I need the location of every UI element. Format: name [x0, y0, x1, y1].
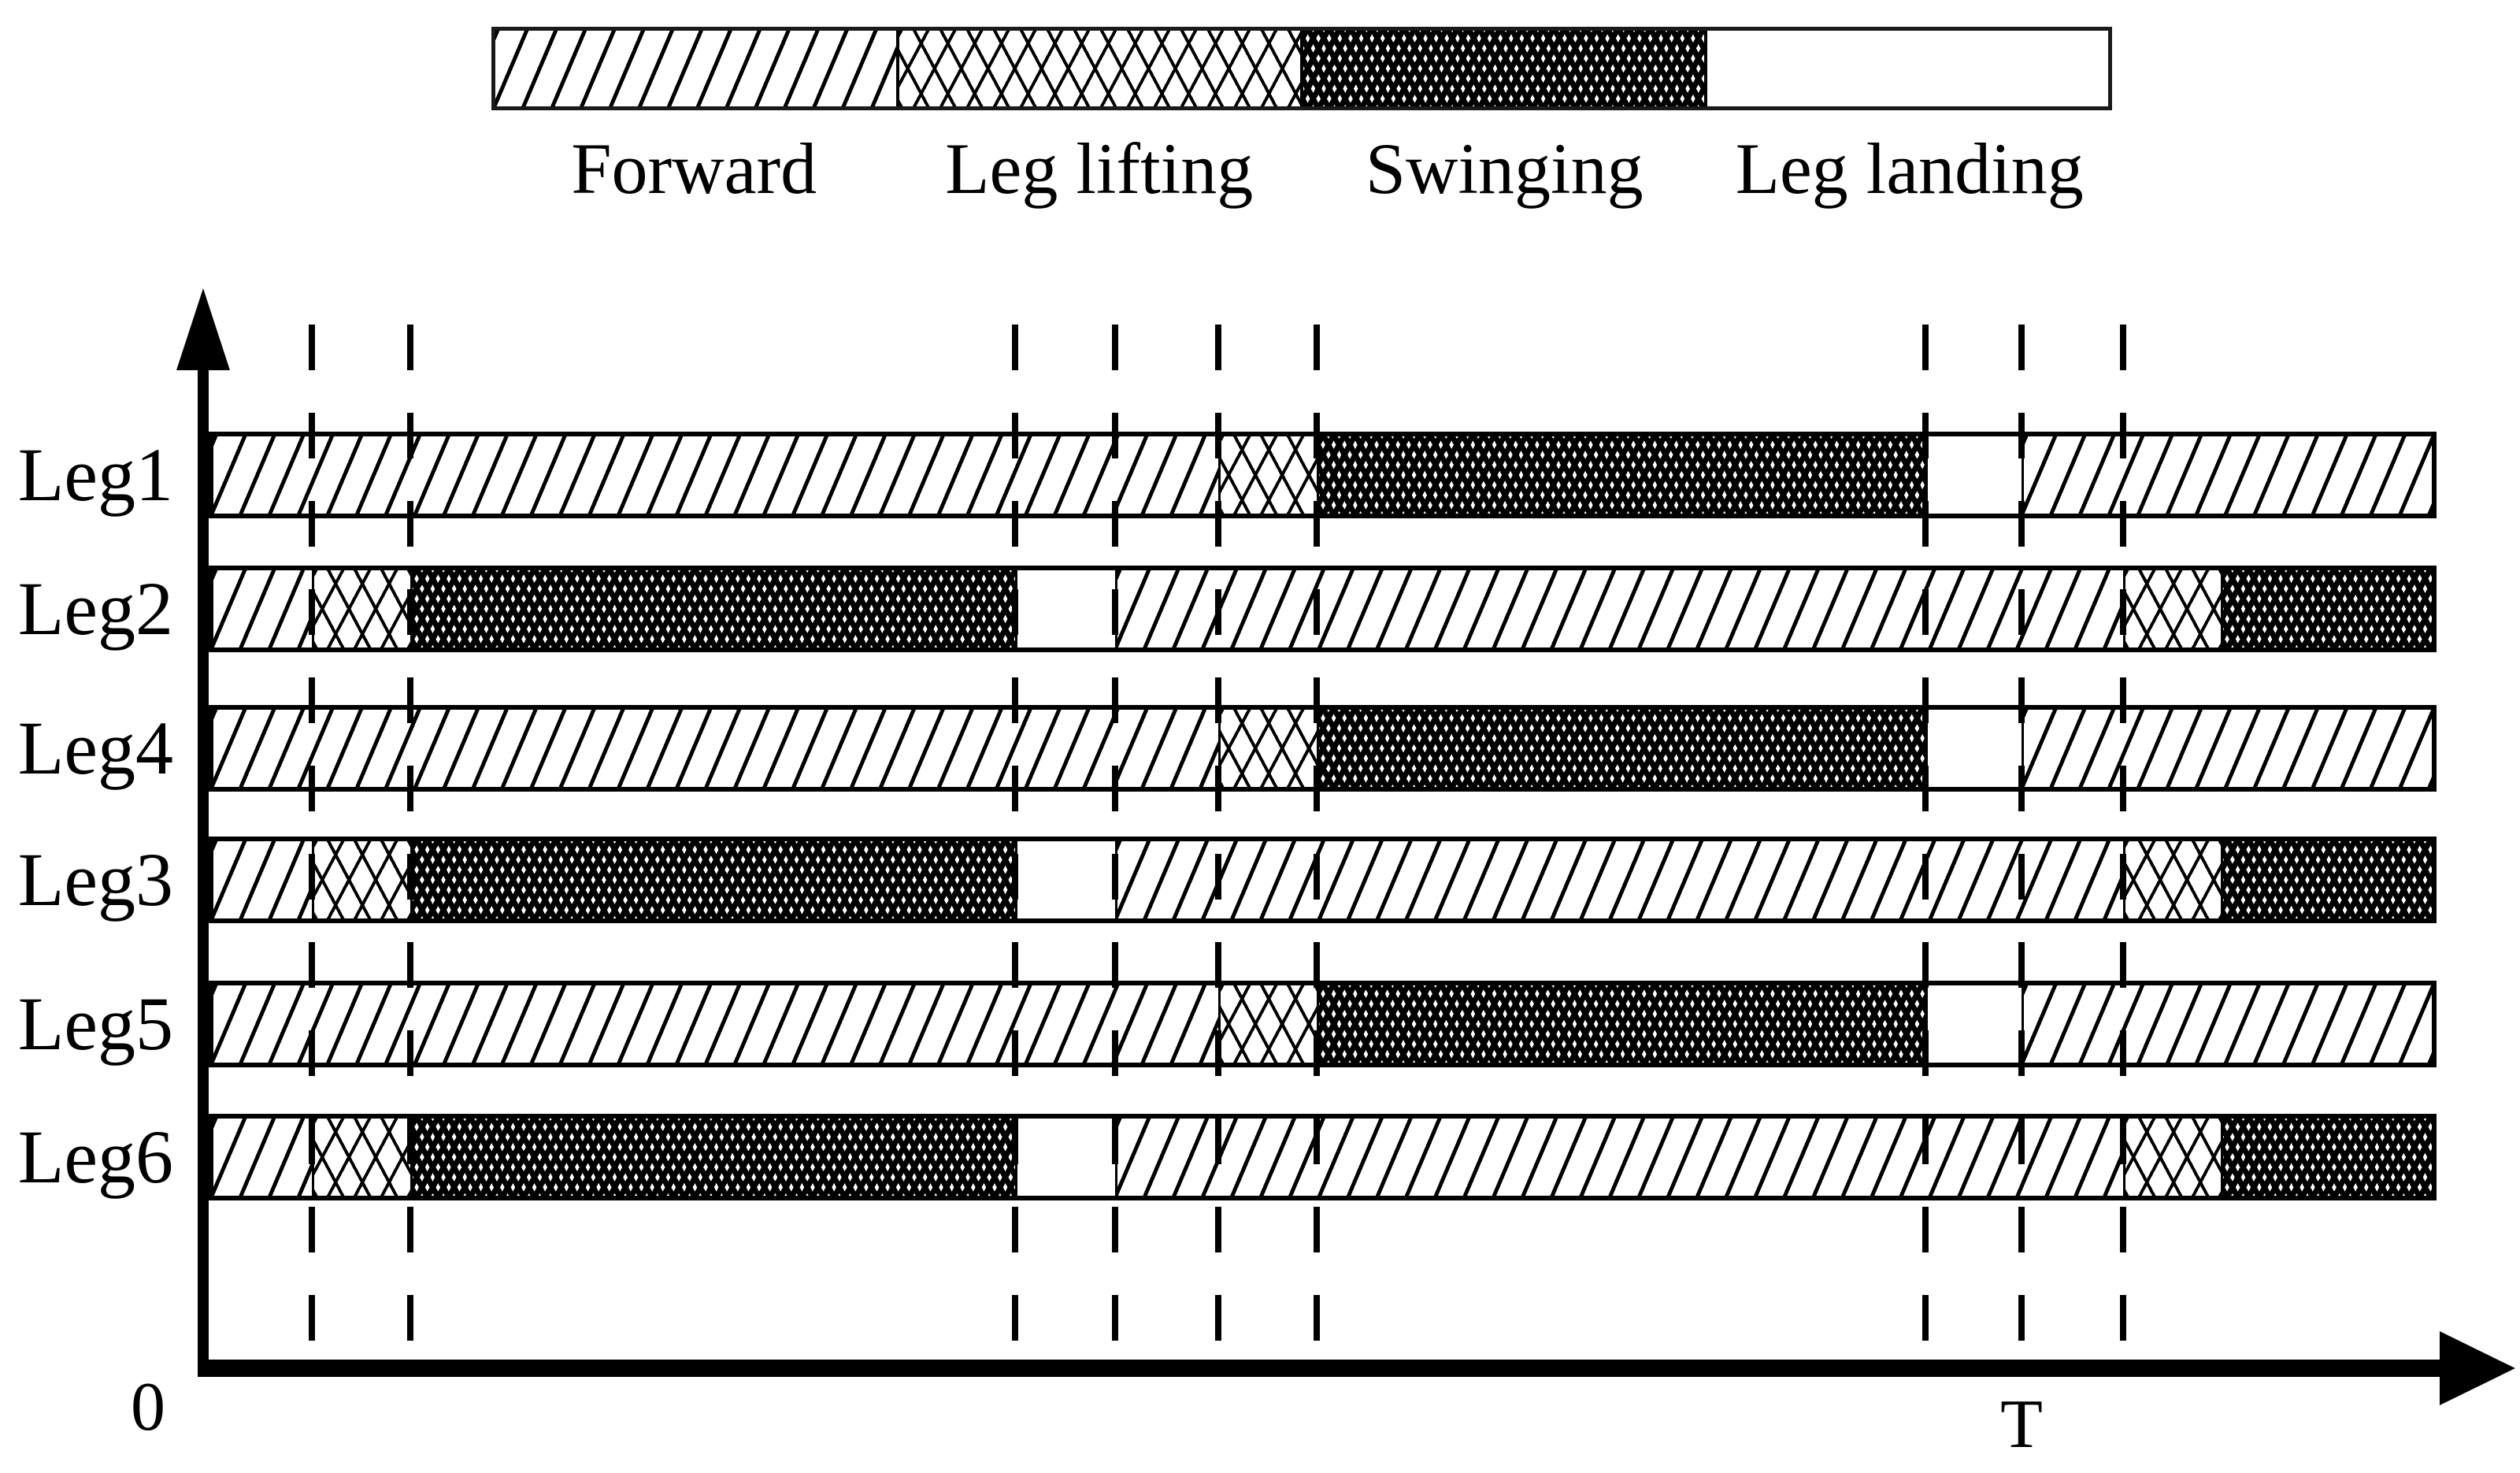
bar-segment-leg3-leg-landing — [1015, 837, 1115, 923]
legend-label-leg-landing: Leg landing — [1735, 128, 2084, 209]
leg-label-leg2: Leg2 — [17, 566, 173, 651]
leg-label-leg1: Leg1 — [17, 432, 173, 517]
leg-label-leg4: Leg4 — [17, 706, 173, 790]
phase-boundary-dashed-line — [1215, 325, 1222, 1360]
bar-segment-leg4-swinging — [1316, 705, 1925, 792]
bar-segment-leg6-leg-landing — [1015, 1114, 1115, 1200]
legend-swatch-leg-lifting-icon — [896, 31, 1300, 106]
bar-segment-leg4-leg-lifting — [1218, 705, 1317, 792]
bar-segment-leg3-forward — [1115, 837, 2123, 923]
bar-segment-leg3-leg-lifting — [312, 837, 410, 923]
legend-labels: Forward Leg lifting Swinging Leg landing — [491, 128, 2112, 211]
bar-segment-leg1-leg-lifting — [1218, 432, 1317, 518]
y-axis-line — [198, 358, 209, 1375]
leg-label-leg3: Leg3 — [17, 837, 173, 922]
phase-boundary-dashed-line — [309, 325, 316, 1360]
bar-segment-leg2-leg-lifting — [312, 566, 410, 652]
bar-segment-leg6-leg-lifting — [2122, 1114, 2222, 1200]
bar-segment-leg5-leg-lifting — [1218, 981, 1317, 1067]
phase-boundary-dashed-line — [406, 325, 413, 1360]
leg-label-leg6: Leg6 — [17, 1115, 173, 1199]
legend-swatch-swinging-icon — [1300, 31, 1704, 106]
bar-segment-leg1-forward — [2022, 432, 2437, 518]
bar-segment-leg2-leg-lifting — [2122, 566, 2222, 652]
legend-label-leg-lifting: Leg lifting — [945, 128, 1254, 209]
bar-segment-leg6-leg-lifting — [312, 1114, 410, 1200]
bar-segment-leg4-forward — [2022, 705, 2437, 792]
bar-segment-leg5-forward — [209, 981, 1219, 1067]
phase-boundary-dashed-line — [2018, 325, 2025, 1360]
bar-segment-leg5-swinging — [1316, 981, 1925, 1067]
legend-label-swinging: Swinging — [1365, 128, 1644, 209]
origin-label: 0 — [131, 1369, 165, 1445]
legend — [491, 27, 2112, 110]
bar-segment-leg2-swinging — [410, 566, 1016, 652]
y-axis-arrowhead-icon — [176, 288, 230, 370]
phase-boundary-dashed-line — [1112, 325, 1118, 1360]
bar-segment-leg5-leg-landing — [1925, 981, 2022, 1067]
bar-segment-leg6-swinging — [410, 1114, 1016, 1200]
legend-label-forward: Forward — [571, 128, 817, 209]
bar-segment-leg4-forward — [209, 705, 1219, 792]
bar-segment-leg3-leg-lifting — [2122, 837, 2222, 923]
bar-segment-leg1-forward — [209, 432, 1219, 518]
bar-segment-leg6-swinging — [2221, 1114, 2437, 1200]
bar-segment-leg2-forward — [209, 566, 313, 652]
phase-boundary-dashed-line — [1922, 325, 1929, 1360]
bar-segment-leg6-forward — [1115, 1114, 2123, 1200]
bar-segment-leg6-forward — [209, 1114, 313, 1200]
legend-swatch-forward-icon — [495, 31, 896, 106]
phase-boundary-dashed-line — [1012, 325, 1019, 1360]
x-axis-arrowhead-icon — [2440, 1331, 2515, 1405]
bar-segment-leg1-swinging — [1316, 432, 1925, 518]
x-axis-end-label: T — [2000, 1386, 2043, 1463]
phase-boundary-dashed-line — [1313, 325, 1320, 1360]
bar-segment-leg5-forward — [2022, 981, 2437, 1067]
x-axis-line — [198, 1360, 2447, 1377]
bar-segment-leg2-forward — [1115, 566, 2123, 652]
bar-segment-leg3-swinging — [2221, 837, 2437, 923]
bar-segment-leg4-leg-landing — [1925, 705, 2022, 792]
phase-boundary-dashed-line — [2119, 325, 2126, 1360]
leg-label-leg5: Leg5 — [17, 981, 173, 1066]
bar-segment-leg1-leg-landing — [1925, 432, 2022, 518]
bar-segment-leg2-swinging — [2221, 566, 2437, 652]
bar-segment-leg2-leg-landing — [1015, 566, 1115, 652]
bar-segment-leg3-swinging — [410, 837, 1016, 923]
bar-segment-leg3-forward — [209, 837, 313, 923]
legend-swatch-leg-landing-icon — [1704, 31, 2108, 106]
